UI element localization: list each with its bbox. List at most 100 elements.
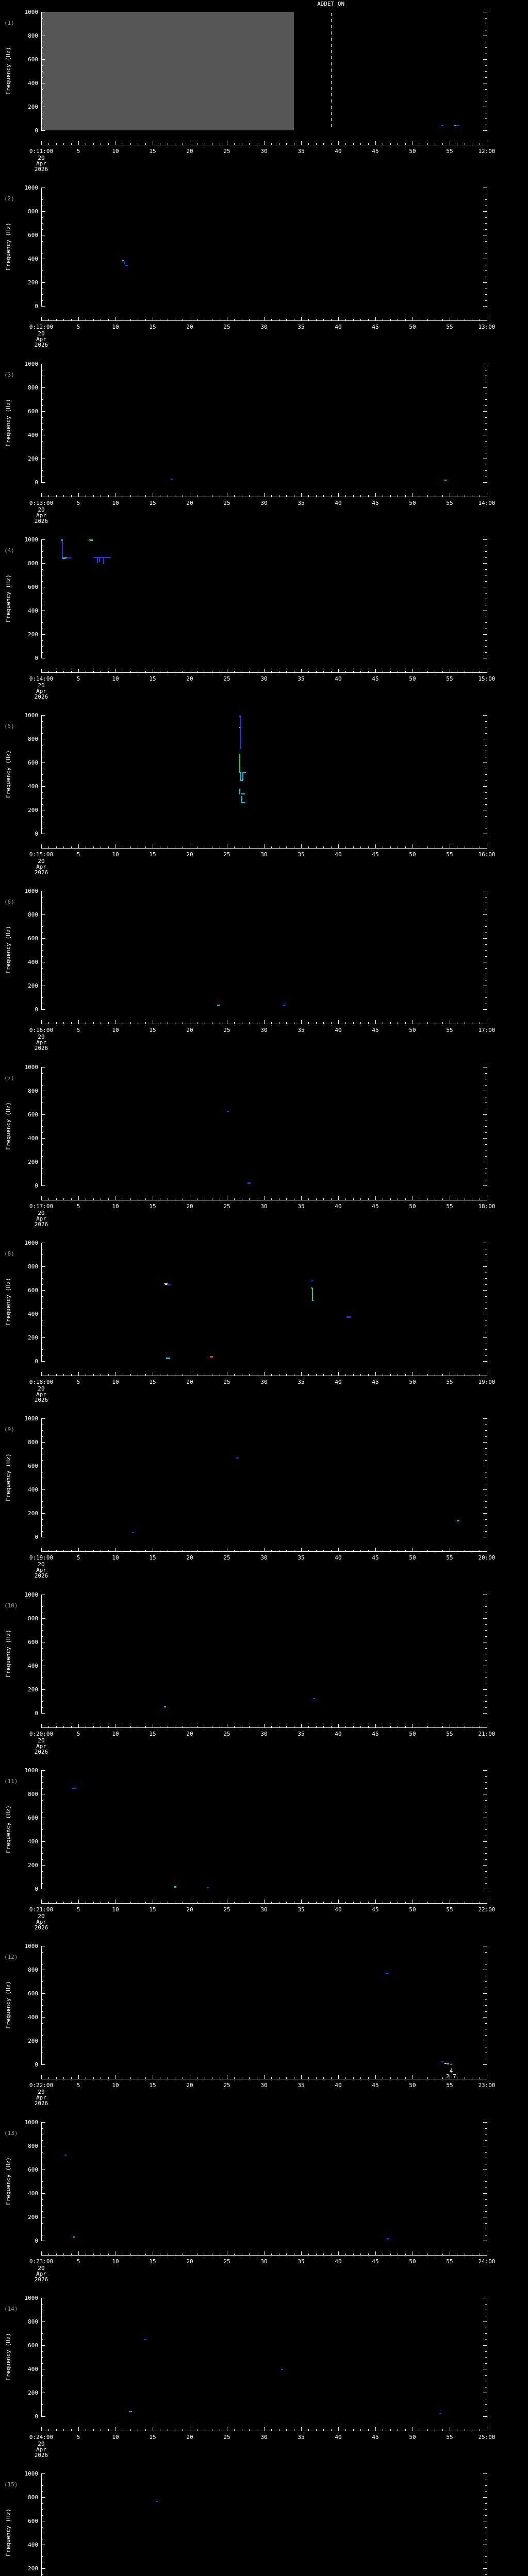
y-tick-label: 200	[28, 1159, 38, 1165]
x-tick	[442, 671, 443, 672]
x-tick	[78, 1372, 79, 1376]
x-tick	[234, 1198, 235, 1200]
y-tick	[42, 1624, 43, 1625]
y-tick	[42, 429, 43, 430]
y-tick	[42, 1156, 43, 1157]
x-tick	[405, 495, 406, 497]
x-tick	[338, 493, 339, 497]
x-tick-label: 40	[335, 675, 342, 682]
x-tick	[41, 317, 42, 320]
x-tick-label: 50	[409, 1203, 416, 1210]
y-tick	[485, 2574, 487, 2575]
x-tick-label: 35	[298, 2434, 305, 2441]
x-tick	[145, 1022, 146, 1024]
y-tick	[42, 1519, 43, 1520]
y-tick	[42, 1418, 45, 1419]
x-tick	[323, 1198, 324, 1200]
y-tick	[483, 1993, 487, 1994]
y-tick	[42, 18, 43, 19]
x-tick	[375, 1724, 376, 1727]
x-tick-label: 25	[223, 1379, 230, 1385]
x-tick-label: 30	[260, 1203, 268, 1210]
x-tick	[41, 2427, 42, 2431]
x-tick	[353, 2077, 354, 2079]
x-tick-label: 40	[335, 1731, 342, 1737]
x-tick	[71, 1022, 72, 1024]
x-tick	[108, 495, 109, 497]
y-tick	[485, 294, 487, 295]
x-tick	[345, 1550, 346, 1551]
x-tick-label: 55	[446, 2258, 453, 2265]
x-tick	[271, 2429, 272, 2431]
y-tick	[42, 2035, 43, 2036]
x-tick	[145, 2429, 146, 2431]
y-tick	[42, 1993, 45, 1994]
date-label-line: Apr	[36, 160, 46, 167]
y-tick	[483, 1138, 487, 1139]
start-time-label: 0:18:00	[29, 1379, 54, 1385]
date-label-line: Apr	[36, 1215, 46, 1222]
x-tick	[286, 1726, 287, 1727]
x-tick	[345, 319, 346, 320]
date-label-line: 2026	[34, 518, 48, 524]
y-tick	[485, 646, 487, 647]
x-tick	[331, 1374, 332, 1376]
y-tick	[42, 229, 43, 230]
y-tick	[483, 539, 487, 540]
detection-annotation: 4	[449, 2067, 453, 2074]
detection-mark	[241, 796, 243, 804]
end-time-label: 19:00	[478, 1379, 496, 1385]
y-tick	[42, 997, 43, 998]
x-tick-label: 5	[76, 851, 80, 858]
detection-mark	[227, 1111, 229, 1112]
y-tick-label: 1000	[24, 9, 39, 15]
y-tick	[42, 1073, 43, 1074]
x-tick-label: 55	[446, 324, 453, 330]
date-label-line: Apr	[36, 1743, 46, 1750]
x-tick	[331, 671, 332, 672]
x-tick	[78, 1724, 79, 1727]
x-tick	[271, 2253, 272, 2255]
y-tick	[485, 2556, 487, 2557]
y-tick	[42, 2128, 43, 2129]
x-tick	[353, 1726, 354, 1727]
x-tick	[316, 846, 317, 848]
detection-mark	[311, 1288, 313, 1301]
x-tick	[338, 141, 339, 145]
detection-mark	[240, 780, 244, 782]
no-data-region	[42, 12, 294, 130]
x-tick-label: 20	[186, 675, 193, 682]
y-axis	[41, 715, 42, 834]
y-tick	[485, 652, 487, 653]
y-tick	[42, 1144, 43, 1145]
x-tick	[71, 1726, 72, 1727]
y-axis-title: Frequency (Hz)	[5, 574, 12, 622]
x-tick	[427, 319, 428, 320]
x-tick	[390, 671, 391, 672]
y-tick	[485, 1448, 487, 1449]
y-axis-title: Frequency (Hz)	[5, 1981, 12, 2029]
y-tick	[483, 1266, 487, 1267]
x-tick	[412, 1724, 413, 1727]
y-tick	[42, 71, 43, 72]
y-tick	[483, 482, 487, 483]
y-tick	[483, 1185, 487, 1186]
detection-mark	[311, 1279, 314, 1282]
x-tick-label: 15	[149, 2434, 156, 2441]
y-axis	[41, 1595, 42, 1714]
y-tick-label: 0	[35, 127, 38, 134]
x-tick-label: 20	[186, 1906, 193, 1913]
detection-mark	[313, 1300, 315, 1302]
y-tick	[485, 1636, 487, 1637]
x-tick-label: 55	[446, 851, 453, 858]
y-tick	[42, 551, 43, 552]
y-tick	[483, 786, 487, 787]
y-tick-label: 600	[28, 1463, 38, 1469]
detection-mark	[73, 2236, 76, 2238]
y-tick	[42, 774, 43, 775]
x-tick	[145, 671, 146, 672]
x-tick	[331, 495, 332, 497]
y-tick	[485, 1707, 487, 1708]
y-tick	[42, 2503, 43, 2504]
y-tick	[485, 2181, 487, 2182]
